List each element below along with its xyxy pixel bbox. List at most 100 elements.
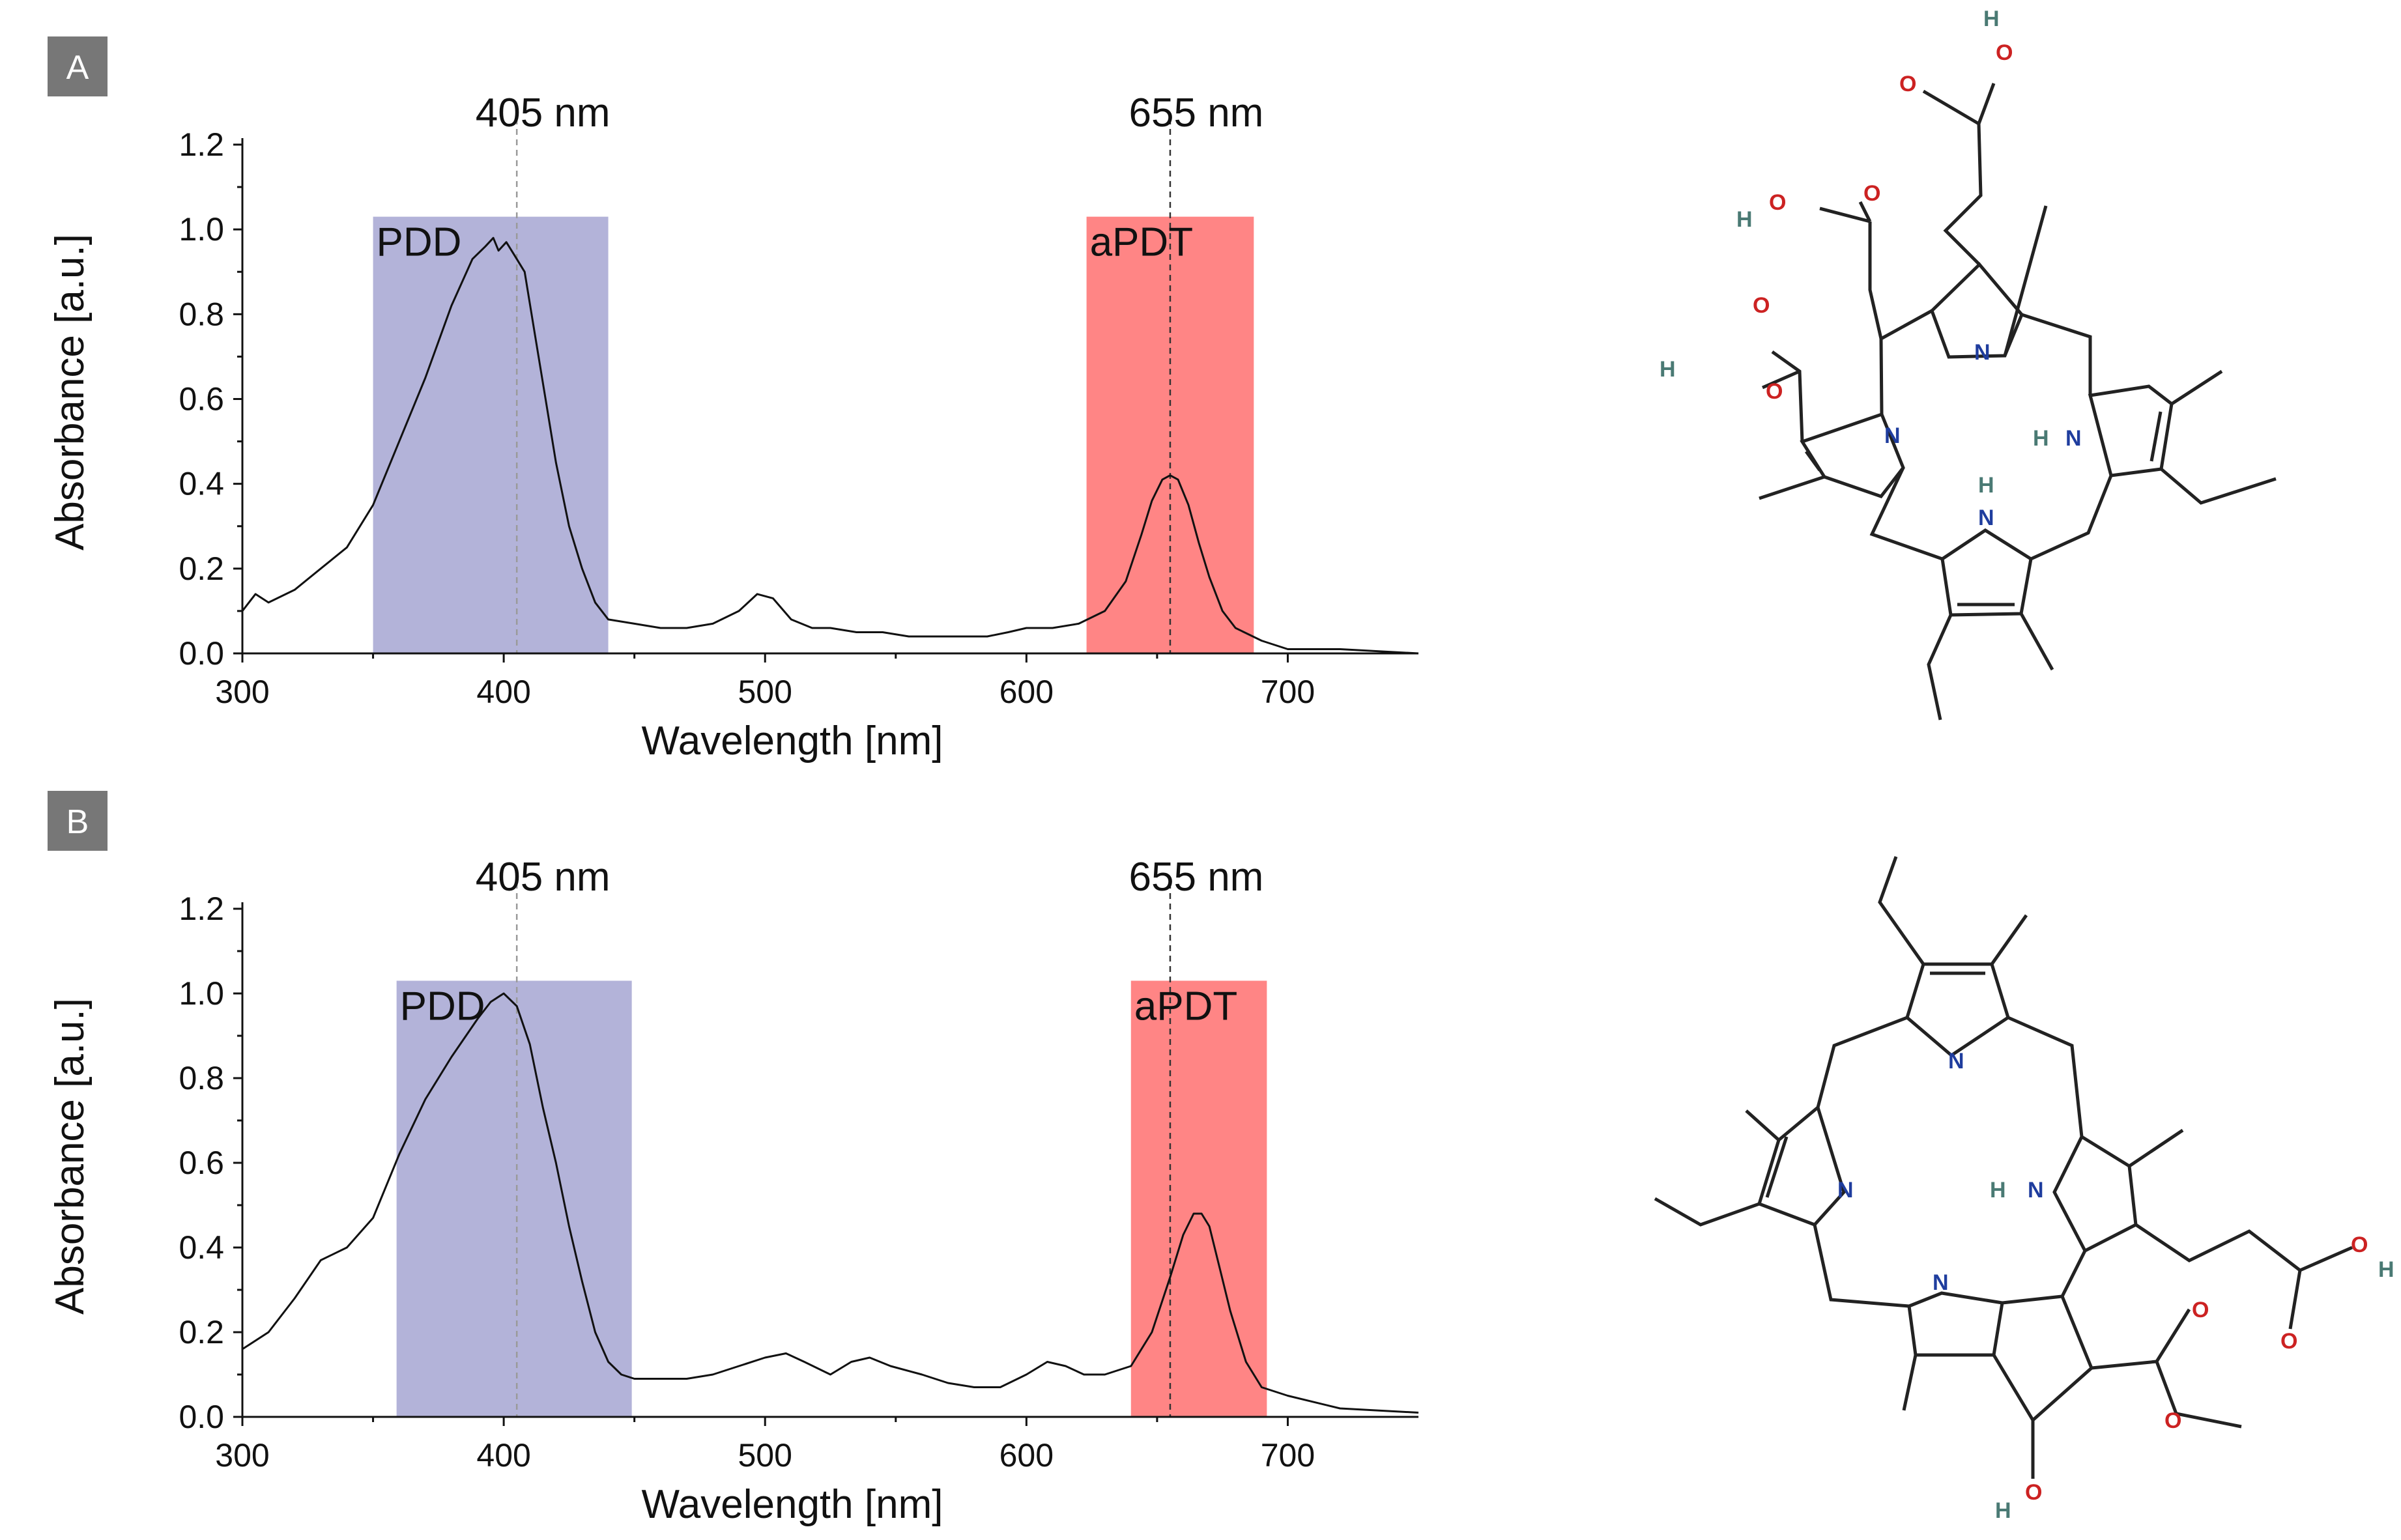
chart-a-wavelength-lines <box>517 119 1170 653</box>
bond-meso-lower-left <box>1872 468 1942 559</box>
bond-meso-lower-left <box>1815 1225 1909 1306</box>
bond-ring-right <box>2090 386 2172 476</box>
molecule-structure-a: N N H N H N O O H O H O O O H <box>1660 7 2276 720</box>
atom-b-h-acid: H <box>2378 1257 2394 1282</box>
chart-b-ytick-label-0: 0.0 <box>179 1399 224 1435</box>
bond-ester-co <box>2092 1309 2189 1368</box>
bond-coh-propionic <box>2300 1248 2352 1270</box>
atom-a-n-left: N <box>1884 423 1901 448</box>
panel-badge-b-text: B <box>66 803 89 841</box>
chart-b-bands <box>397 981 1267 1418</box>
atom-b-o-acid-co: O <box>2280 1329 2297 1354</box>
chart-a-ytick-label-5: 1.0 <box>179 211 224 248</box>
chart-a-ytick-label-2: 0.4 <box>179 466 224 502</box>
bond-methyl-left <box>1759 477 1824 498</box>
chart-a-ytick-label-1: 0.2 <box>179 550 224 587</box>
chart-a-marker-label-405: 405 nm <box>476 91 611 135</box>
chart-b-band-label-pdd: PDD <box>400 984 485 1029</box>
chart-a: Wavelength [nm] Absorbance [a.u.] PDD aPD… <box>48 91 1418 763</box>
bond-methyl-left <box>1746 1111 1779 1140</box>
chart-b-text: Wavelength [nm] Absorbance [a.u.] PDD aPD… <box>48 855 1315 1527</box>
atom-a-h-right: H <box>2033 426 2049 451</box>
bond-ch2-cooh-a <box>1870 221 1881 339</box>
bond-ethyl <box>1929 615 1951 720</box>
chart-a-band-pdd <box>373 217 609 653</box>
panel-badge-a-text: A <box>66 49 89 87</box>
bond-ring-bottom <box>1942 530 2031 615</box>
chart-a-xtick-label-0: 300 <box>215 674 269 710</box>
atom-b-n-right: N <box>2028 1178 2044 1203</box>
atom-a-o2: O <box>1766 379 1783 404</box>
bond-propionic <box>2136 1225 2300 1270</box>
bond-ring-right-double <box>2151 412 2161 461</box>
atom-b-n-top: N <box>1948 1049 1964 1074</box>
chart-b-xtick-label-2: 500 <box>738 1437 792 1474</box>
atom-a-h3: H <box>1736 207 1753 232</box>
bond-ethyl <box>1655 1199 1759 1225</box>
panel-label-b: B <box>48 791 108 851</box>
chart-a-marker-label-655: 655 nm <box>1129 91 1264 135</box>
atom-a-h6: H <box>1983 7 2000 31</box>
structure-b-bonds <box>1655 857 2352 1479</box>
bond-vinyl <box>2161 469 2276 503</box>
atom-a-o6: O <box>1996 40 2013 65</box>
molecule-structure-b: N N H N N O O H O O O H <box>1655 857 2394 1523</box>
atom-b-h-enol: H <box>1995 1498 2011 1523</box>
bond-meso-upper-right <box>2008 1018 2082 1137</box>
bond-meso-lower-right <box>2031 476 2111 559</box>
bond-methyl-right <box>2172 371 2222 404</box>
chart-b-band-apdt <box>1131 981 1267 1418</box>
chart-a-xtick-label-3: 600 <box>999 674 1054 710</box>
bond-ring-left-double <box>1806 451 1820 470</box>
chart-b-ytick-label-1: 0.2 <box>179 1314 224 1350</box>
chart-b-xtick-label-1: 400 <box>476 1437 530 1474</box>
chart-b-marker-label-405: 405 nm <box>476 855 611 900</box>
bond-meso-upper-left <box>1818 1018 1907 1107</box>
chart-b-ylabel: Absorbance [a.u.] <box>48 998 93 1315</box>
chart-b-band-label-apdt: aPDT <box>1134 984 1237 1029</box>
figure-canvas: A B Wavelength [nm] Absorbance [a.u.] PD… <box>0 0 2401 1540</box>
bond-ring-left <box>1759 1107 1844 1225</box>
chart-b-ytick-label-2: 0.4 <box>179 1229 224 1266</box>
bond-meso-upper-left <box>1881 311 1932 414</box>
atom-a-o3: O <box>1863 181 1880 206</box>
chart-a-ylabel: Absorbance [a.u.] <box>48 234 93 550</box>
chart-a-ytick-label-0: 0.0 <box>179 635 224 672</box>
structure-b-atoms: N N H N N O O H O O O H <box>1837 1049 2394 1523</box>
atom-a-o5: O <box>1899 72 1916 96</box>
bond-ring-isocyclic <box>1994 1296 2092 1420</box>
bond-ring-right <box>2054 1137 2136 1251</box>
bond-coh-propionic <box>1979 83 1994 124</box>
chart-b-xlabel: Wavelength [nm] <box>642 1482 943 1527</box>
structure-a-bonds <box>1759 83 2276 720</box>
chart-a-xlabel: Wavelength [nm] <box>642 719 943 763</box>
atom-a-o1: O <box>1753 293 1770 318</box>
chart-b-ytick-label-3: 0.6 <box>179 1145 224 1181</box>
chart-a-ytick-label-6: 1.2 <box>179 126 224 163</box>
bond-meso-upper-right <box>2022 315 2090 395</box>
chart-a-ytick-label-4: 0.8 <box>179 296 224 332</box>
chart-a-xtick-label-4: 700 <box>1261 674 1315 710</box>
bond-methyl-top <box>2005 206 2046 356</box>
chart-b-xtick-label-3: 600 <box>999 1437 1054 1474</box>
chart-b-ytick-label-6: 1.2 <box>179 891 224 927</box>
chart-b-ytick-label-4: 0.8 <box>179 1060 224 1096</box>
atom-a-h-bottom: H <box>1978 473 1994 498</box>
chart-a-xtick-label-1: 400 <box>476 674 530 710</box>
panel-label-a: A <box>48 36 108 96</box>
atom-b-o-acid: O <box>2351 1233 2368 1257</box>
atom-b-o-ester: O <box>2164 1408 2181 1433</box>
atom-a-n-top: N <box>1974 340 1991 365</box>
bond-vinyl <box>1880 857 1923 964</box>
atom-a-o4: O <box>1769 190 1786 215</box>
bond-methyl-bottom <box>1904 1355 1916 1410</box>
atom-a-n-right: N <box>2065 426 2082 451</box>
bond-coh-a <box>1820 208 1870 221</box>
chart-b-marker-label-655: 655 nm <box>1129 855 1264 900</box>
atom-b-o-enol: O <box>2025 1480 2042 1505</box>
chart-b-band-pdd <box>397 981 632 1418</box>
atom-b-o-ester-co: O <box>2192 1298 2209 1322</box>
chart-a-ytick-label-3: 0.6 <box>179 381 224 418</box>
bond-methyl-top <box>1992 915 2026 964</box>
chart-b: Wavelength [nm] Absorbance [a.u.] PDD aPD… <box>48 855 1418 1527</box>
